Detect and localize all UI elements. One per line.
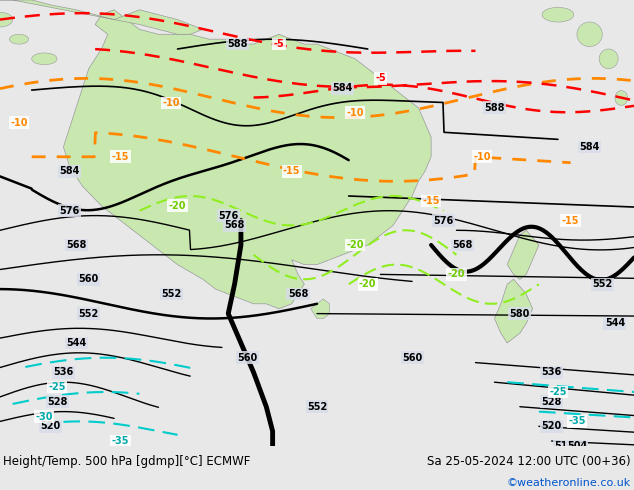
Polygon shape bbox=[63, 10, 431, 309]
Text: 544: 544 bbox=[605, 318, 625, 328]
Text: 560: 560 bbox=[402, 353, 422, 363]
Text: -35: -35 bbox=[112, 436, 129, 446]
Text: -10: -10 bbox=[473, 152, 491, 162]
Text: -25: -25 bbox=[48, 382, 66, 392]
Text: 576: 576 bbox=[218, 211, 238, 220]
Text: 560: 560 bbox=[79, 274, 99, 284]
Text: -5: -5 bbox=[274, 39, 284, 49]
Text: 568: 568 bbox=[288, 289, 308, 299]
Text: -20: -20 bbox=[169, 201, 186, 211]
Ellipse shape bbox=[0, 12, 13, 27]
Polygon shape bbox=[495, 279, 533, 343]
Text: 528: 528 bbox=[541, 397, 562, 407]
Text: 584: 584 bbox=[332, 83, 353, 93]
Text: -10: -10 bbox=[162, 98, 180, 108]
Ellipse shape bbox=[577, 22, 602, 47]
Text: 520: 520 bbox=[541, 421, 562, 431]
Text: 576: 576 bbox=[60, 206, 80, 216]
Text: 584: 584 bbox=[579, 142, 600, 152]
Text: 520: 520 bbox=[41, 421, 61, 431]
Text: 584: 584 bbox=[60, 167, 80, 176]
Text: -25: -25 bbox=[549, 387, 567, 397]
Text: -15: -15 bbox=[283, 167, 301, 176]
Ellipse shape bbox=[615, 91, 628, 105]
Text: 568: 568 bbox=[453, 240, 473, 250]
Ellipse shape bbox=[32, 53, 57, 65]
Polygon shape bbox=[507, 230, 539, 279]
Text: 552: 552 bbox=[161, 289, 181, 299]
Text: 568: 568 bbox=[66, 240, 86, 250]
Text: -35: -35 bbox=[568, 416, 586, 426]
Text: -15: -15 bbox=[422, 196, 440, 206]
FancyBboxPatch shape bbox=[0, 446, 634, 490]
Polygon shape bbox=[0, 0, 203, 34]
Text: 588: 588 bbox=[228, 39, 248, 49]
Text: 552: 552 bbox=[592, 279, 612, 289]
Text: 552: 552 bbox=[79, 309, 99, 318]
Ellipse shape bbox=[10, 34, 29, 44]
Polygon shape bbox=[311, 299, 330, 318]
Text: ©weatheronline.co.uk: ©weatheronline.co.uk bbox=[507, 478, 631, 488]
Text: Height/Temp. 500 hPa [gdmp][°C] ECMWF: Height/Temp. 500 hPa [gdmp][°C] ECMWF bbox=[3, 455, 250, 468]
Text: 544: 544 bbox=[66, 338, 86, 348]
Text: 588: 588 bbox=[484, 103, 505, 113]
Text: 504: 504 bbox=[567, 441, 587, 451]
Text: 512: 512 bbox=[554, 441, 574, 451]
Ellipse shape bbox=[599, 49, 618, 69]
Text: -30: -30 bbox=[36, 412, 53, 421]
Text: 536: 536 bbox=[541, 368, 562, 377]
Text: 552: 552 bbox=[307, 402, 327, 412]
Text: -20: -20 bbox=[359, 279, 377, 289]
Text: -20: -20 bbox=[448, 270, 465, 279]
Text: 576: 576 bbox=[434, 216, 454, 225]
Text: -5: -5 bbox=[375, 74, 385, 83]
Text: 528: 528 bbox=[47, 397, 67, 407]
Text: -15: -15 bbox=[562, 216, 579, 225]
Text: 560: 560 bbox=[237, 353, 257, 363]
Ellipse shape bbox=[542, 7, 574, 22]
Text: 580: 580 bbox=[510, 309, 530, 318]
Text: 536: 536 bbox=[53, 368, 74, 377]
Text: Sa 25-05-2024 12:00 UTC (00+36): Sa 25-05-2024 12:00 UTC (00+36) bbox=[427, 455, 631, 468]
Text: -15: -15 bbox=[112, 152, 129, 162]
Text: -10: -10 bbox=[10, 118, 28, 127]
Text: 568: 568 bbox=[224, 220, 245, 230]
Text: -20: -20 bbox=[346, 240, 364, 250]
Text: -10: -10 bbox=[346, 108, 364, 118]
